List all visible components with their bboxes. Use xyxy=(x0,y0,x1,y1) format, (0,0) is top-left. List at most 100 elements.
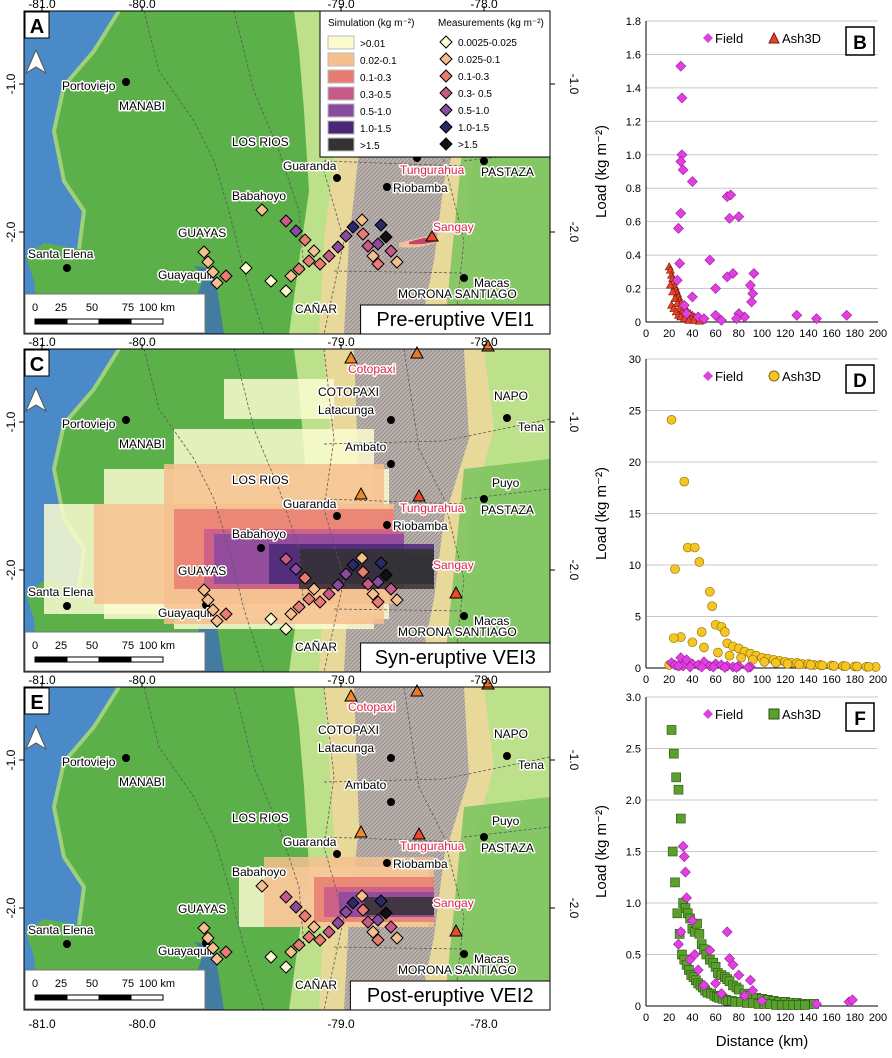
x-tick-label: 20 xyxy=(663,328,675,340)
place-label: Macas xyxy=(474,952,509,966)
field-point xyxy=(727,959,739,971)
measurement-diamond xyxy=(355,213,369,227)
legend-swatch xyxy=(327,137,355,152)
coastline xyxy=(51,685,121,926)
field-point xyxy=(677,840,689,852)
lat-tick-label: -1.0 xyxy=(4,73,18,94)
x-tick-label: 60 xyxy=(709,1012,721,1024)
province-border xyxy=(323,348,345,673)
measurement-diamond xyxy=(206,603,220,617)
legend-ash3d-marker xyxy=(768,370,780,382)
measurement-diamond xyxy=(197,921,211,935)
measurement-diamond xyxy=(302,254,316,268)
measurement-diamond xyxy=(201,255,215,269)
measurement-diamond xyxy=(322,925,336,939)
place-label: Latacunga xyxy=(318,403,374,417)
scale-label: 50 xyxy=(86,302,98,314)
lon-tick-label: -81.0 xyxy=(28,1017,56,1031)
chart-letter-box xyxy=(845,26,875,56)
lat-tick-label-right: -2.0 xyxy=(567,222,581,243)
x-tick-label: 40 xyxy=(686,328,698,340)
scale-label: 25 xyxy=(55,978,67,990)
lon-tick-label: -78.0 xyxy=(470,335,498,349)
map-frame: -1.0 -1.0 -2.0 -2.0 E 0 25 50 75 100 km Post-erupt… xyxy=(4,682,581,1011)
ash3d-point xyxy=(720,627,730,637)
north-arrow-icon xyxy=(24,48,48,75)
ash3d-point xyxy=(694,929,705,939)
x-tick-label: 80 xyxy=(733,674,745,686)
legend-swatch xyxy=(327,35,355,50)
legend-swatch xyxy=(327,86,355,101)
ash3d-point xyxy=(794,659,804,670)
field-point xyxy=(715,314,727,326)
lon-tick-label: -81.0 xyxy=(28,0,56,11)
city-dot xyxy=(122,78,130,86)
field-point xyxy=(733,211,745,223)
legend-ash3d-marker xyxy=(768,708,780,720)
x-tick-label: 80 xyxy=(733,1012,745,1024)
measurement-diamond xyxy=(374,894,388,908)
lon-tick-label: -80.0 xyxy=(128,0,156,11)
place-label: MORONA SANTIAGO xyxy=(398,963,517,977)
legend-meas-item: 0.025-0.1 xyxy=(458,55,501,66)
x-tick-label: 140 xyxy=(799,328,817,340)
scale-label: 75 xyxy=(122,978,134,990)
y-tick-label: 1.2 xyxy=(626,116,641,128)
panel-letter-box xyxy=(24,11,50,39)
field-point xyxy=(724,212,735,224)
ash3d-point xyxy=(829,661,839,671)
province-border xyxy=(463,488,551,500)
place-label: Puyo xyxy=(492,476,520,490)
place-label: Guayaquil xyxy=(158,268,212,282)
x-tick-label: 180 xyxy=(846,328,864,340)
legend-swatch xyxy=(327,69,355,84)
place-label: Tena xyxy=(518,758,544,772)
map-frame: -1.0 -1.0 -2.0 -2.0 C 0 25 50 75 100 km Syn-erupti… xyxy=(4,344,581,673)
field-point xyxy=(744,279,756,291)
measurement-diamond xyxy=(371,257,385,271)
y-axis-label: Load (kg m⁻²) xyxy=(593,805,610,898)
measurement-diamond xyxy=(219,607,233,621)
city-dot xyxy=(460,274,468,282)
lat-tick-label-right: -1.0 xyxy=(567,750,581,771)
x-tick-label: 140 xyxy=(799,674,817,686)
scale-bar-box xyxy=(24,631,206,672)
measurement-diamond xyxy=(255,879,269,893)
legend-meas-item: >1.5 xyxy=(458,140,478,151)
measurement-diamond xyxy=(379,230,393,244)
place-label: Riobamba xyxy=(393,181,448,195)
measurement-diamond xyxy=(390,931,404,945)
place-label: Cotopaxi xyxy=(348,700,395,714)
measurement-diamond xyxy=(379,906,393,920)
place-label: Riobamba xyxy=(393,857,448,871)
field-point xyxy=(811,998,822,1010)
scale-segment xyxy=(34,656,68,663)
field-point xyxy=(673,222,684,234)
measurement-diamond xyxy=(255,203,269,217)
x-tick-label: 180 xyxy=(846,674,864,686)
place-label: MANABI xyxy=(119,775,165,789)
measurement-diamond xyxy=(339,567,353,581)
legend-meas-item: 0.3- 0.5 xyxy=(458,89,492,100)
x-tick-label: 160 xyxy=(822,1012,840,1024)
ash3d-point xyxy=(771,658,781,668)
field-point xyxy=(731,313,742,325)
measurement-diamond xyxy=(279,622,293,636)
volcano-triangle xyxy=(354,486,368,500)
lon-tick-label: -78.0 xyxy=(470,0,498,11)
y-tick-label: 3.0 xyxy=(626,692,641,704)
field-point xyxy=(731,662,742,673)
place-label: Guaranda xyxy=(283,497,337,511)
y-axis-label: Load (kg m⁻²) xyxy=(593,467,610,560)
legend-sim-item: 0.3-0.5 xyxy=(360,90,392,101)
x-tick-label: 100 xyxy=(753,674,771,686)
legend-diamond xyxy=(439,35,453,49)
measurement-diamond xyxy=(356,565,370,579)
x-tick-label: 20 xyxy=(663,1012,675,1024)
field-point xyxy=(791,309,803,321)
place-label: Riobamba xyxy=(393,519,448,533)
measurement-diamond xyxy=(355,889,369,903)
measurement-diamond xyxy=(279,214,293,228)
measurement-diamond xyxy=(374,218,388,232)
x-tick-label: 80 xyxy=(733,328,745,340)
